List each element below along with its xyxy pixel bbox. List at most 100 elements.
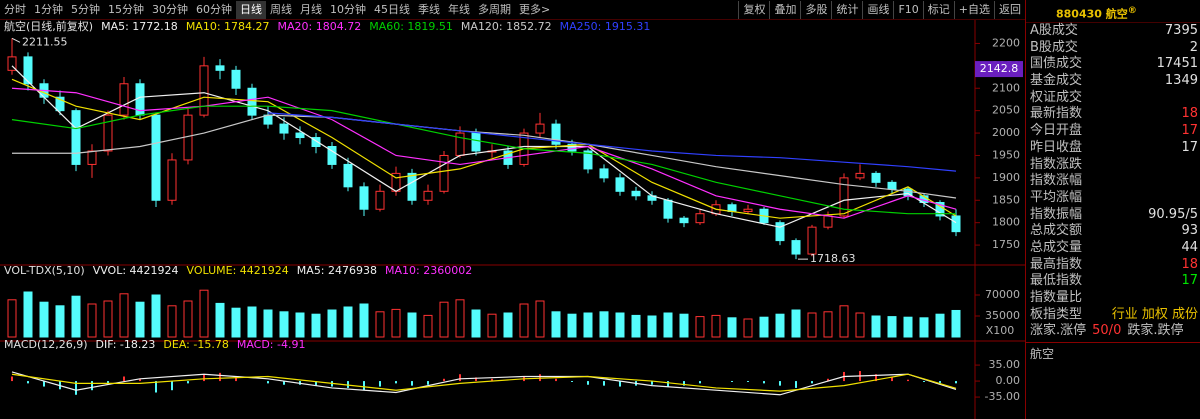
volume-bar xyxy=(791,309,801,338)
period-tab[interactable]: 15分钟 xyxy=(108,2,144,16)
volume-bar xyxy=(663,312,673,338)
candle-body xyxy=(231,69,241,89)
volume-bar xyxy=(775,313,785,338)
mini-chart: 航空 xyxy=(1026,342,1200,407)
legend-label: MA5: 2476938 xyxy=(297,264,377,277)
volume-bar xyxy=(583,312,593,338)
candle-body xyxy=(439,154,449,192)
stat-row: 国债成交 17451 xyxy=(1026,56,1200,73)
period-tab[interactable]: 分时 xyxy=(4,2,26,16)
value: 1349 xyxy=(1164,73,1198,89)
candle-body xyxy=(23,56,33,85)
candle-body xyxy=(247,87,257,116)
volume-bar xyxy=(231,307,241,338)
candle-body xyxy=(407,172,417,201)
action-button[interactable]: +自选 xyxy=(953,0,994,19)
sidebar-header: 880430 航空® xyxy=(1026,0,1200,23)
volume-bar xyxy=(807,312,817,338)
stat-row: A股成交 7395 xyxy=(1026,23,1200,40)
period-tab[interactable]: 季线 xyxy=(418,2,440,16)
action-button[interactable]: 复权 xyxy=(738,0,769,19)
period-tab[interactable]: 更多> xyxy=(519,2,551,16)
y-tick-label: 2050 xyxy=(992,104,1020,117)
ma-line xyxy=(11,87,957,219)
legend-label: MA60: 1819.51 xyxy=(369,20,453,33)
action-button[interactable]: 画线 xyxy=(862,0,893,19)
candle-body xyxy=(167,159,177,201)
period-tab[interactable]: 日线 xyxy=(236,0,266,19)
candle-body xyxy=(87,150,97,165)
period-tab[interactable]: 30分钟 xyxy=(152,2,188,16)
volume-bar xyxy=(103,300,113,338)
candle-body xyxy=(343,163,353,188)
volume-bar xyxy=(519,303,529,338)
action-button[interactable]: 标记 xyxy=(922,0,954,19)
volume-bar xyxy=(487,313,497,338)
action-button[interactable]: 返回 xyxy=(994,0,1025,19)
volume-bar xyxy=(87,303,97,338)
candle-body xyxy=(279,123,289,134)
period-tabs: 分时 1分钟 5分钟 15分钟 30分钟 60分钟 日线 周线 月线 10分钟 45日线 季线 年线 多周… xyxy=(0,0,554,19)
candle-body xyxy=(727,204,737,212)
action-buttons: 复权 叠加 多股 统计 画线 F10 标记 +自选 返回 xyxy=(738,0,1025,19)
candle-body xyxy=(887,181,897,190)
candle-body xyxy=(55,96,65,112)
stat-row: 总成交量 44 xyxy=(1026,240,1200,257)
volume-bar xyxy=(743,318,753,338)
action-button[interactable]: 叠加 xyxy=(769,0,800,19)
stat-row: 指数涨幅 xyxy=(1026,173,1200,190)
candle-body xyxy=(615,177,625,192)
value: 93 xyxy=(1181,223,1198,239)
label: 今日开盘 xyxy=(1030,123,1083,139)
mini-title: 航空 xyxy=(1030,347,1055,362)
period-tab[interactable]: 10分钟 xyxy=(330,2,366,16)
y-tick-label: 2000 xyxy=(992,126,1020,139)
volume-bar xyxy=(199,289,209,338)
period-tab[interactable]: 1分钟 xyxy=(34,2,63,16)
value: 17 xyxy=(1181,123,1198,139)
volume-bar xyxy=(167,305,177,338)
stat-row: 昨日收盘 17 xyxy=(1026,140,1200,157)
value: 18 xyxy=(1181,256,1198,272)
volume-bar xyxy=(759,316,769,338)
label: 最低指数 xyxy=(1030,273,1083,289)
volume-bar xyxy=(455,299,465,338)
period-tab[interactable]: 年线 xyxy=(448,2,470,16)
period-tab[interactable]: 月线 xyxy=(300,2,322,16)
candle-body xyxy=(775,222,785,242)
volume-bar xyxy=(7,299,17,338)
candle-body xyxy=(375,190,385,210)
label: 平均涨幅 xyxy=(1030,189,1083,205)
value: 44 xyxy=(1181,239,1198,255)
legend-label: MA10: 2360002 xyxy=(385,264,472,277)
volume-bar xyxy=(855,312,865,338)
label: 指数涨跌 xyxy=(1030,156,1083,172)
ma-line xyxy=(11,105,956,215)
period-tab[interactable]: 45日线 xyxy=(374,2,410,16)
period-tab[interactable]: 多周期 xyxy=(478,2,511,16)
action-button[interactable]: F10 xyxy=(893,0,922,19)
volume-bar xyxy=(135,301,145,338)
y-tick-label: 35000 xyxy=(985,309,1020,322)
legend-label: 航空(日线,前复权) xyxy=(4,19,93,33)
stat-row: 基金成交 1349 xyxy=(1026,73,1200,90)
y-tick-label: 2200 xyxy=(992,36,1020,49)
period-tab[interactable]: 5分钟 xyxy=(71,2,100,16)
action-button[interactable]: 多股 xyxy=(800,0,831,19)
candle-body xyxy=(423,190,433,201)
period-tab[interactable]: 60分钟 xyxy=(196,2,232,16)
volume-bar xyxy=(343,306,353,338)
label: 基金成交 xyxy=(1030,73,1083,89)
label: 板指类型 xyxy=(1030,306,1083,322)
stat-row: 指数振幅 90.95/5 xyxy=(1026,207,1200,224)
candle-body xyxy=(199,65,209,116)
sidebar: 880430 航空® A股成交 7395 B股成交 2 国债成交 17451 基金成交 134… xyxy=(1025,0,1200,419)
stat-row: 板指类型 行业 加权 成份 xyxy=(1026,307,1200,324)
action-button[interactable]: 统计 xyxy=(831,0,862,19)
name: 航空 xyxy=(1105,7,1128,21)
candle-body xyxy=(631,190,641,197)
candle-body xyxy=(823,215,833,228)
macd-line xyxy=(11,373,957,392)
period-tab[interactable]: 周线 xyxy=(270,2,292,16)
stat-row: 权证成交 xyxy=(1026,90,1200,107)
